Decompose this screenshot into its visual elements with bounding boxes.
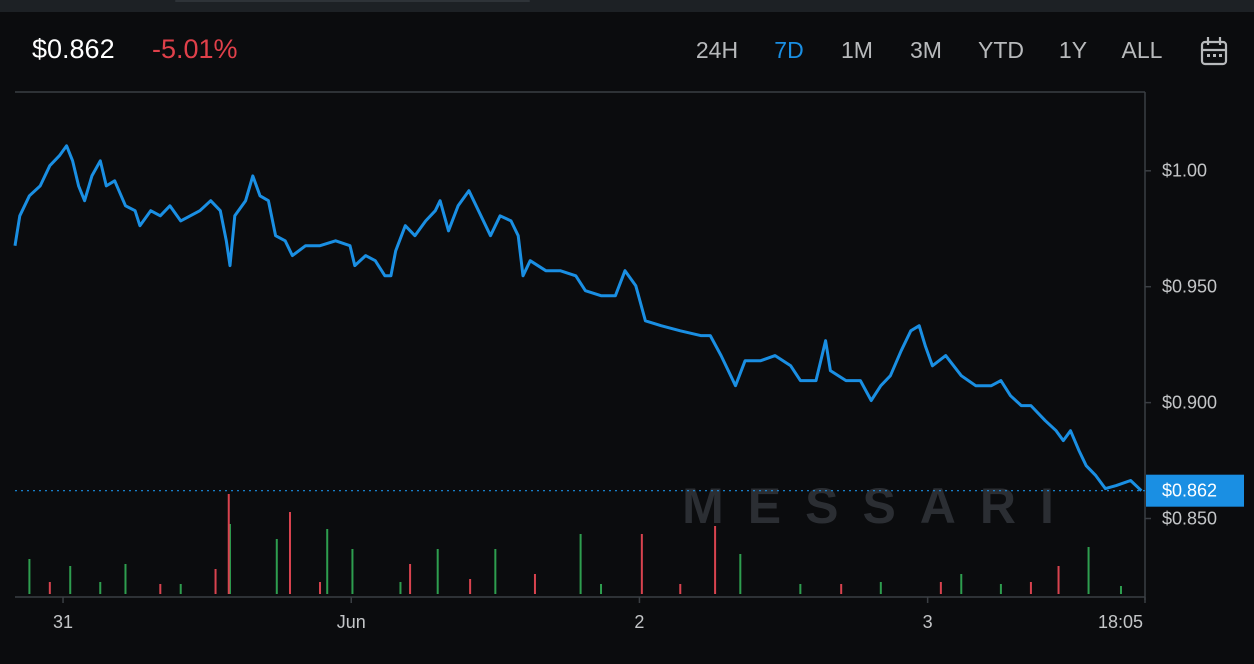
top-tab xyxy=(175,0,530,2)
volume-bar xyxy=(436,549,439,594)
volume-bar xyxy=(840,584,843,594)
volume-bar xyxy=(960,574,963,594)
y-tick-label: $1.00 xyxy=(1162,161,1207,181)
volume-bar xyxy=(739,554,742,594)
volume-bar xyxy=(1119,586,1122,594)
volume-bar xyxy=(28,559,31,594)
volume-bar xyxy=(494,549,497,594)
volume-bar xyxy=(179,584,182,594)
price-change: -5.01% xyxy=(152,34,238,64)
volume-bar xyxy=(1029,582,1032,594)
range-button[interactable]: 1M xyxy=(841,37,873,63)
volume-bar xyxy=(214,569,217,594)
last-price-label: $0.862 xyxy=(1162,480,1217,500)
volume-bar xyxy=(288,512,291,594)
volume-bar xyxy=(69,566,72,594)
volume-bar xyxy=(1087,547,1090,594)
price-line xyxy=(13,144,1143,492)
range-button[interactable]: ALL xyxy=(1122,37,1163,63)
range-button[interactable]: YTD xyxy=(978,37,1024,63)
top-strip xyxy=(0,0,1254,12)
volume-bar xyxy=(879,582,882,594)
volume-bar xyxy=(714,526,717,594)
volume-bar xyxy=(1057,566,1060,594)
range-buttons: 24H 7D 1M 3M YTD 1Y ALL xyxy=(696,37,1163,63)
volume-bar xyxy=(469,579,472,594)
volume-bar xyxy=(228,524,231,594)
y-tick-label: $0.950 xyxy=(1162,276,1217,296)
x-tick-label: 2 xyxy=(634,612,644,632)
watermark: MESSARI xyxy=(682,478,1078,534)
volume-bar xyxy=(227,494,230,594)
volume-bar xyxy=(939,582,942,594)
volume-bar xyxy=(319,582,322,594)
volume-bar xyxy=(999,584,1002,594)
volume-bar xyxy=(679,584,682,594)
volume-bar xyxy=(399,582,402,594)
y-tick-label: $0.900 xyxy=(1162,392,1217,412)
range-button[interactable]: 24H xyxy=(696,37,738,63)
volume-bar xyxy=(409,564,412,594)
calendar-icon[interactable] xyxy=(1200,37,1228,66)
range-button[interactable]: 7D xyxy=(774,37,803,63)
volume-bar xyxy=(579,534,582,594)
volume-bar xyxy=(48,582,51,594)
price: $0.862 xyxy=(32,34,115,64)
volume-bar xyxy=(799,584,802,594)
range-button[interactable]: 3M xyxy=(910,37,942,63)
x-tick-label: 18:05 xyxy=(1098,612,1143,632)
plot: $0.850 $0.900 $0.950 $1.00 31 Jun 2 3 18:05 $0.86… xyxy=(13,144,1244,632)
volume-bar xyxy=(99,582,102,594)
x-tick-label: Jun xyxy=(337,612,366,632)
volume-bar xyxy=(326,529,329,594)
volume-bar xyxy=(600,584,603,594)
last-price-tag xyxy=(1146,474,1244,507)
volume-bar xyxy=(275,539,278,594)
range-button[interactable]: 1Y xyxy=(1059,37,1087,63)
volume-bar xyxy=(124,564,127,594)
volume-bar xyxy=(533,574,536,594)
x-tick-label: 3 xyxy=(923,612,933,632)
y-tick-label: $0.850 xyxy=(1162,508,1217,528)
volume-bar xyxy=(159,584,162,594)
volume-bar xyxy=(351,549,354,594)
volume-bar xyxy=(640,534,643,594)
x-tick-label: 31 xyxy=(53,612,73,632)
